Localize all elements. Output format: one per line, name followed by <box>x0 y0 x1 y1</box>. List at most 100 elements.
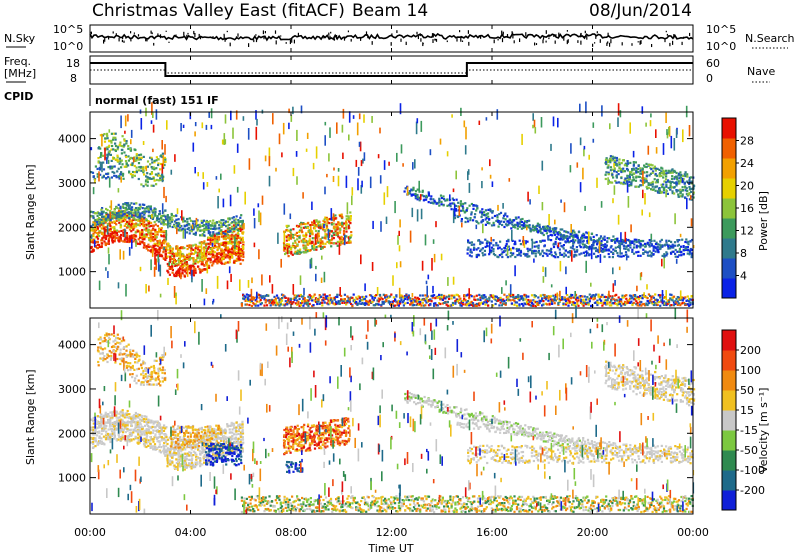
range-gate-cell <box>209 243 212 246</box>
range-gate-cell <box>137 206 140 210</box>
range-gate-cell <box>101 242 104 245</box>
range-gate-cell <box>97 147 100 150</box>
range-gate-cell <box>220 231 223 234</box>
range-gate-cell <box>440 293 443 297</box>
range-gate-cell <box>655 174 658 177</box>
nsearch-point <box>350 38 352 42</box>
range-gate-cell <box>268 299 271 302</box>
range-gate-cell <box>165 248 168 251</box>
range-gate-cell <box>333 242 336 245</box>
range-gate-cell <box>635 300 638 303</box>
range-gate-cell <box>154 249 157 252</box>
range-gate-cell <box>572 301 575 304</box>
range-gate-cell <box>341 301 344 304</box>
range-gate-cell <box>630 184 633 187</box>
range-gate-cell <box>616 254 620 257</box>
nsearch-point <box>558 32 560 37</box>
range-gate-cell <box>349 240 352 243</box>
range-gate-cell <box>651 183 654 186</box>
nsearch-point <box>151 32 153 35</box>
range-gate-cell <box>278 304 281 307</box>
range-gate-cell <box>273 301 276 304</box>
range-gate-cell <box>171 268 174 272</box>
range-gate-cell <box>573 255 576 258</box>
range-gate-cell <box>136 212 139 215</box>
range-gate-cell <box>337 235 340 238</box>
range-gate-cell <box>327 299 330 302</box>
range-gate-cell <box>145 235 148 238</box>
range-gate-cell <box>105 234 108 237</box>
range-gate-cell <box>98 168 102 171</box>
range-gate-cell <box>141 166 145 169</box>
range-gate-cell <box>611 256 614 259</box>
range-gate-cell <box>597 293 600 296</box>
range-gate-cell <box>171 257 174 261</box>
range-gate-cell <box>650 251 653 254</box>
range-gate-cell <box>689 250 692 253</box>
range-gate-cell <box>296 249 300 252</box>
range-gate-cell <box>145 207 148 210</box>
nsearch-point <box>672 40 674 45</box>
range-gate-cell <box>457 205 460 208</box>
range-gate-cell <box>534 249 537 253</box>
range-gate-cell <box>583 300 586 303</box>
nsearch-point <box>542 37 545 40</box>
range-gate-cell <box>130 219 133 222</box>
range-gate-cell <box>611 155 614 158</box>
range-gate-cell <box>666 179 670 182</box>
range-gate-cell <box>552 228 555 231</box>
range-gate-cell <box>438 293 441 296</box>
range-gate-cell <box>339 243 342 246</box>
range-gate-cell <box>633 243 636 246</box>
range-gate-cell <box>194 233 197 236</box>
range-gate-cell <box>349 236 352 239</box>
range-gate-cell <box>174 272 178 275</box>
range-gate-cell <box>221 243 224 246</box>
range-gate-cell <box>355 302 358 305</box>
range-gate-cell <box>353 301 356 304</box>
range-gate-cell <box>103 140 107 143</box>
range-gate-cell <box>476 205 479 208</box>
range-gate-cell <box>209 220 212 223</box>
range-gate-cell <box>651 185 654 188</box>
range-gate-cell <box>416 296 419 299</box>
range-gate-cell <box>224 238 228 241</box>
range-gate-cell <box>527 224 530 227</box>
range-gate-cell <box>137 177 140 181</box>
range-gate-cell <box>224 233 227 236</box>
range-gate-cell <box>139 165 142 169</box>
range-gate-cell <box>180 265 183 268</box>
range-gate-cell <box>477 222 480 225</box>
range-gate-cell <box>182 217 185 220</box>
range-gate-cell <box>408 190 411 193</box>
range-gate-cell <box>533 249 536 252</box>
range-gate-cell <box>558 251 562 254</box>
range-gate-cell <box>123 219 127 222</box>
range-gate-cell <box>192 262 195 265</box>
range-gate-cell <box>553 233 556 236</box>
range-gate-cell <box>540 228 543 231</box>
range-gate-cell <box>418 190 421 193</box>
range-gate-cell <box>292 245 295 248</box>
range-gate-cell <box>168 225 171 228</box>
range-gate-cell <box>539 229 542 233</box>
range-gate-cell <box>638 241 641 244</box>
range-gate-cell <box>658 187 661 190</box>
nsearch-point <box>512 35 514 39</box>
range-gate-cell <box>220 248 223 251</box>
range-gate-cell <box>301 231 304 234</box>
range-gate-cell <box>651 164 654 167</box>
range-gate-cell <box>497 220 500 223</box>
range-gate-cell <box>195 225 198 228</box>
nsearch-point <box>682 36 685 39</box>
nsearch-point <box>336 35 338 40</box>
nsearch-point <box>609 42 611 47</box>
range-gate-cell <box>668 180 671 183</box>
range-gate-cell <box>143 238 146 241</box>
range-gate-cell <box>183 220 187 223</box>
range-gate-cell <box>665 172 668 175</box>
range-gate-cell <box>92 229 95 232</box>
range-gate-cell <box>287 229 290 232</box>
range-gate-cell <box>197 227 200 230</box>
range-gate-cell <box>182 220 185 223</box>
